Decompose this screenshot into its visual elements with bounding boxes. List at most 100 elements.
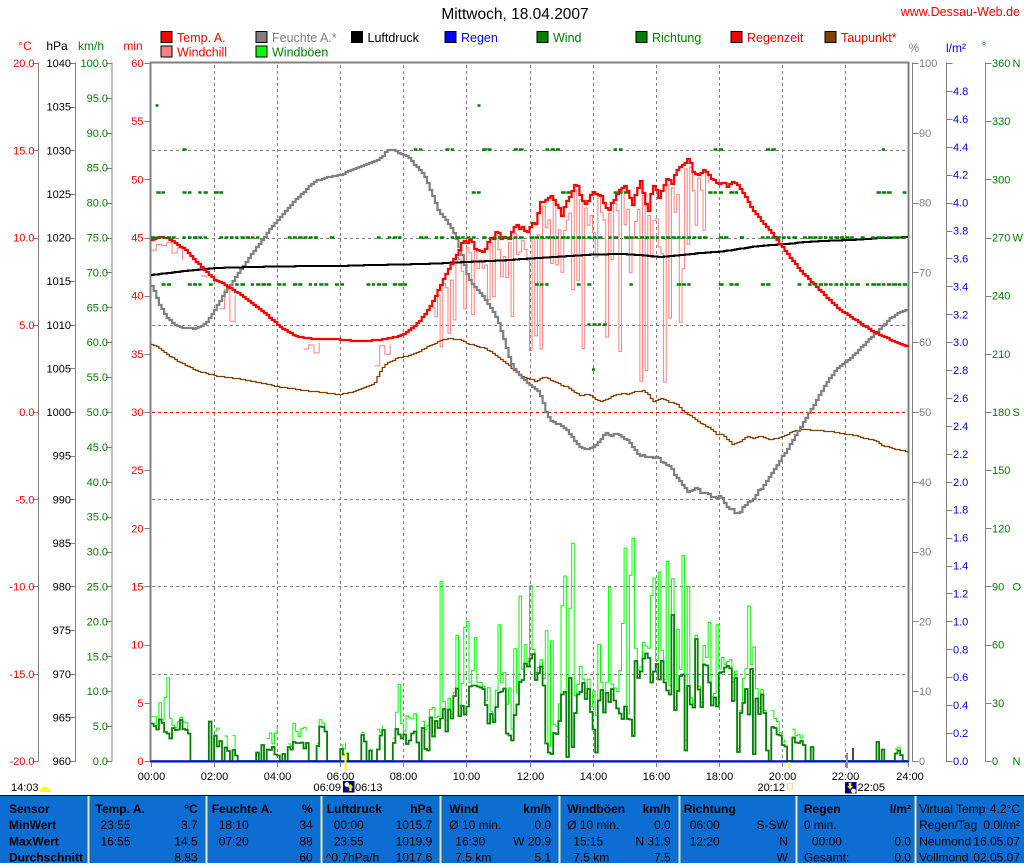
- svg-text:3.8: 3.8: [953, 226, 968, 238]
- svg-text:25: 25: [131, 465, 143, 477]
- svg-text:8.83: 8.83: [174, 851, 198, 864]
- svg-text:0.8: 0.8: [953, 644, 968, 656]
- svg-text:970: 970: [53, 669, 71, 681]
- svg-text:1040: 1040: [47, 58, 71, 70]
- svg-text:20.0: 20.0: [87, 616, 108, 628]
- svg-text:12:20: 12:20: [690, 835, 720, 849]
- svg-text:07:20: 07:20: [219, 835, 249, 849]
- svg-text:1015: 1015: [47, 276, 71, 288]
- svg-text:1030: 1030: [47, 145, 71, 157]
- svg-text:20: 20: [919, 616, 931, 628]
- svg-text:4.6: 4.6: [953, 114, 968, 126]
- svg-text:5.1: 5.1: [535, 851, 552, 864]
- svg-text:20: 20: [131, 523, 143, 535]
- svg-text:S: S: [1013, 407, 1020, 419]
- svg-text:0 min.: 0 min.: [804, 818, 837, 832]
- svg-text:40.0: 40.0: [87, 477, 108, 489]
- svg-text:2.4: 2.4: [953, 421, 968, 433]
- svg-text:Temp. A.: Temp. A.: [177, 31, 226, 45]
- svg-text:50: 50: [919, 407, 931, 419]
- svg-text:50.0: 50.0: [87, 407, 108, 419]
- svg-text:1.8: 1.8: [953, 505, 968, 517]
- svg-text:-20.0: -20.0: [9, 756, 34, 768]
- svg-text:2.2: 2.2: [953, 449, 968, 461]
- svg-text:18:00: 18:00: [706, 771, 734, 783]
- svg-text:hPa: hPa: [46, 39, 68, 53]
- svg-text:0.0: 0.0: [654, 818, 671, 832]
- svg-text:Wind: Wind: [553, 31, 582, 45]
- svg-text:00:00: 00:00: [812, 835, 842, 849]
- svg-text:5.0: 5.0: [19, 320, 34, 332]
- svg-text:180: 180: [992, 407, 1010, 419]
- svg-text:%: %: [302, 802, 313, 816]
- svg-text:3.4: 3.4: [953, 281, 968, 293]
- svg-text:N: N: [1013, 58, 1021, 70]
- svg-text:1.4: 1.4: [953, 561, 968, 573]
- svg-text:15: 15: [131, 582, 143, 594]
- svg-text:20.0: 20.0: [13, 58, 34, 70]
- svg-text:Luftdruck: Luftdruck: [327, 802, 383, 816]
- svg-text:10.0: 10.0: [87, 686, 108, 698]
- svg-text:Feuchte A.*: Feuchte A.*: [272, 31, 337, 45]
- svg-text:Durchschnitt: Durchschnitt: [9, 851, 83, 864]
- svg-text:90.0: 90.0: [87, 128, 108, 140]
- svg-text:Sensor: Sensor: [9, 802, 50, 816]
- svg-text:7.5 km: 7.5 km: [573, 851, 609, 864]
- svg-text:15.0: 15.0: [87, 651, 108, 663]
- svg-text:16:55: 16:55: [101, 835, 131, 849]
- svg-text:995: 995: [53, 451, 71, 463]
- svg-text:Wind: Wind: [449, 802, 478, 816]
- svg-text:4.8: 4.8: [953, 86, 968, 98]
- svg-text:www.Dessau-Web.de: www.Dessau-Web.de: [900, 5, 1020, 19]
- svg-text:3.2: 3.2: [953, 309, 968, 321]
- svg-text:3.6: 3.6: [953, 253, 968, 265]
- svg-text:2.8: 2.8: [953, 365, 968, 377]
- svg-text:0.0l/m²: 0.0l/m²: [983, 818, 1020, 832]
- svg-text:06:00: 06:00: [327, 771, 355, 783]
- svg-text:12:00: 12:00: [517, 771, 545, 783]
- svg-text:km/h: km/h: [78, 39, 104, 53]
- svg-text:20:00: 20:00: [769, 771, 797, 783]
- svg-text:15.0: 15.0: [13, 145, 34, 157]
- svg-text:MinWert: MinWert: [9, 818, 56, 832]
- svg-text:35.0: 35.0: [87, 512, 108, 524]
- svg-text:^0.7hPa/h: ^0.7hPa/h: [326, 851, 380, 864]
- svg-text:20:12: 20:12: [757, 782, 785, 794]
- svg-text:4.4: 4.4: [953, 142, 968, 154]
- svg-text:24:00: 24:00: [896, 771, 924, 783]
- svg-text:22:00: 22:00: [832, 771, 860, 783]
- svg-text:360: 360: [992, 58, 1010, 70]
- svg-text:°C: °C: [184, 802, 198, 816]
- svg-text:70.0: 70.0: [87, 267, 108, 279]
- svg-text:16.05.07: 16.05.07: [973, 835, 1020, 849]
- svg-text:14:00: 14:00: [580, 771, 608, 783]
- svg-text:Regenzeit: Regenzeit: [747, 31, 804, 45]
- svg-text:10: 10: [919, 686, 931, 698]
- svg-text:85.0: 85.0: [87, 163, 108, 175]
- svg-text:min: min: [123, 39, 142, 53]
- svg-text:4.2: 4.2: [953, 170, 968, 182]
- svg-text:3.7: 3.7: [181, 818, 198, 832]
- svg-text:0: 0: [992, 756, 998, 768]
- svg-text:965: 965: [53, 712, 71, 724]
- svg-text:MaxWert: MaxWert: [9, 835, 59, 849]
- svg-text:04:00: 04:00: [264, 771, 292, 783]
- svg-text:60.0: 60.0: [87, 337, 108, 349]
- svg-text:4.2°C: 4.2°C: [990, 802, 1020, 816]
- svg-text:60: 60: [131, 58, 143, 70]
- svg-text:1.0: 1.0: [953, 616, 968, 628]
- svg-text:Ø 10 min.: Ø 10 min.: [567, 818, 619, 832]
- svg-text:0.0: 0.0: [535, 818, 552, 832]
- svg-text:990: 990: [53, 494, 71, 506]
- svg-text:23:55: 23:55: [101, 818, 131, 832]
- svg-text:80.0: 80.0: [87, 198, 108, 210]
- svg-text:45.0: 45.0: [87, 442, 108, 454]
- svg-text:75.0: 75.0: [87, 233, 108, 245]
- svg-text:00:00: 00:00: [334, 818, 364, 832]
- svg-text:50: 50: [131, 174, 143, 186]
- svg-text:0: 0: [919, 756, 925, 768]
- svg-text:10: 10: [131, 640, 143, 652]
- svg-text:2.0: 2.0: [953, 477, 968, 489]
- svg-text:5.0: 5.0: [93, 721, 108, 733]
- svg-text:0.0: 0.0: [894, 835, 911, 849]
